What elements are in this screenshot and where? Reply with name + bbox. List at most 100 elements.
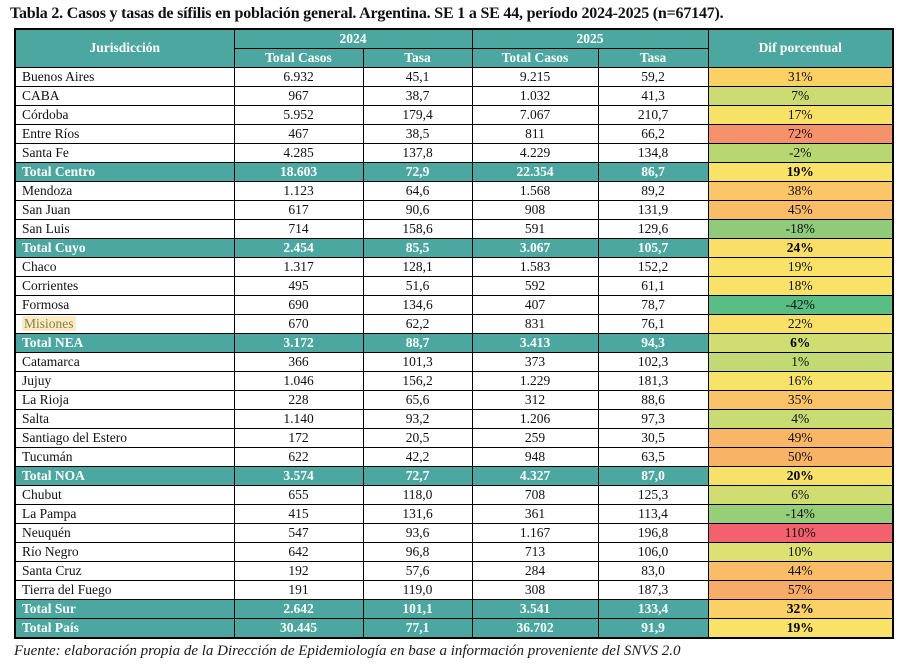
total-casos-2025-cell: 713: [471, 541, 599, 562]
search-highlight: Misiones: [22, 315, 76, 331]
jurisdiccion-cell: Chaco: [14, 256, 235, 277]
tasa-2024-cell: 85,5: [362, 237, 473, 258]
table-row: La Pampa 415 131,6 361 113,4 -14%: [14, 503, 894, 524]
tasa-2024-cell: 77,1: [362, 617, 473, 638]
jurisdiccion-cell: Total País: [14, 617, 235, 638]
tasa-2024-cell: 51,6: [362, 275, 473, 296]
dif-porcentual-cell: 44%: [707, 560, 894, 581]
tasa-2025-cell: 76,1: [597, 313, 709, 334]
col-header-tasa-2025: Tasa: [597, 47, 709, 68]
total-casos-2025-cell: 312: [471, 389, 599, 410]
jurisdiccion-cell: Salta: [14, 408, 235, 429]
dif-porcentual-cell: 17%: [707, 104, 894, 125]
dif-porcentual-cell: -2%: [707, 142, 894, 163]
total-casos-2024-cell: 495: [233, 275, 364, 296]
total-casos-2024-cell: 690: [233, 294, 364, 315]
jurisdiccion-cell: Córdoba: [14, 104, 235, 125]
jurisdiccion-cell: Santa Cruz: [14, 560, 235, 581]
header-row-groups: Jurisdicción 2024 2025 Dif porcentual: [14, 28, 894, 68]
table-row: Entre Ríos 467 38,5 811 66,2 72%: [14, 123, 894, 144]
total-casos-2025-cell: 1.206: [471, 408, 599, 429]
dif-porcentual-cell: 1%: [707, 351, 894, 372]
total-casos-2024-cell: 655: [233, 484, 364, 505]
jurisdiccion-cell: Catamarca: [14, 351, 235, 372]
table-row: San Juan 617 90,6 908 131,9 45%: [14, 199, 894, 220]
jurisdiccion-cell: Total Cuyo: [14, 237, 235, 258]
tasa-2025-cell: 102,3: [597, 351, 709, 372]
total-casos-2024-cell: 1.317: [233, 256, 364, 277]
tasa-2024-cell: 88,7: [362, 332, 473, 353]
total-casos-2024-cell: 967: [233, 85, 364, 106]
dif-porcentual-cell: 10%: [707, 541, 894, 562]
dif-porcentual-cell: 50%: [707, 446, 894, 467]
dif-porcentual-cell: 57%: [707, 579, 894, 600]
total-casos-2024-cell: 191: [233, 579, 364, 600]
total-casos-2024-cell: 3.172: [233, 332, 364, 353]
table-row: La Rioja 228 65,6 312 88,6 35%: [14, 389, 894, 410]
dif-porcentual-cell: 20%: [707, 465, 894, 486]
dif-porcentual-cell: -14%: [707, 503, 894, 524]
dif-porcentual-cell: 6%: [707, 332, 894, 353]
jurisdiccion-cell: Formosa: [14, 294, 235, 315]
sifilis-cases-table: Jurisdicción 2024 2025 Dif porcentual To…: [14, 28, 894, 639]
jurisdiccion-cell: CABA: [14, 85, 235, 106]
total-casos-2025-cell: 948: [471, 446, 599, 467]
dif-porcentual-cell: 24%: [707, 237, 894, 258]
dif-porcentual-cell: 19%: [707, 617, 894, 638]
dif-porcentual-cell: 110%: [707, 522, 894, 543]
tasa-2024-cell: 179,4: [362, 104, 473, 125]
tasa-2024-cell: 128,1: [362, 256, 473, 277]
source-note: Fuente: elaboración propia de la Direcci…: [14, 642, 681, 659]
total-casos-2024-cell: 3.574: [233, 465, 364, 486]
tasa-2024-cell: 96,8: [362, 541, 473, 562]
total-casos-2025-cell: 4.327: [471, 465, 599, 486]
total-casos-2024-cell: 18.603: [233, 161, 364, 182]
table-row: Chubut 655 118,0 708 125,3 6%: [14, 484, 894, 505]
total-casos-2025-cell: 1.583: [471, 256, 599, 277]
jurisdiccion-cell: Total NOA: [14, 465, 235, 486]
jurisdiccion-cell: Total NEA: [14, 332, 235, 353]
table-row: Chaco 1.317 128,1 1.583 152,2 19%: [14, 256, 894, 277]
table-row: Jujuy 1.046 156,2 1.229 181,3 16%: [14, 370, 894, 391]
total-casos-2025-cell: 831: [471, 313, 599, 334]
tasa-2024-cell: 93,6: [362, 522, 473, 543]
jurisdiccion-cell: La Rioja: [14, 389, 235, 410]
tasa-2025-cell: 63,5: [597, 446, 709, 467]
tasa-2025-cell: 86,7: [597, 161, 709, 182]
tasa-2025-cell: 88,6: [597, 389, 709, 410]
total-row: Total Sur 2.642 101,1 3.541 133,4 32%: [14, 598, 894, 619]
total-casos-2025-cell: 308: [471, 579, 599, 600]
total-row: Total NOA 3.574 72,7 4.327 87,0 20%: [14, 465, 894, 486]
jurisdiccion-cell: San Juan: [14, 199, 235, 220]
tasa-2024-cell: 90,6: [362, 199, 473, 220]
tasa-2024-cell: 65,6: [362, 389, 473, 410]
col-header-tasa-2024: Tasa: [362, 47, 473, 68]
tasa-2025-cell: 129,6: [597, 218, 709, 239]
dif-porcentual-cell: 22%: [707, 313, 894, 334]
total-casos-2024-cell: 4.285: [233, 142, 364, 163]
total-row: Total País 30.445 77,1 36.702 91,9 19%: [14, 617, 894, 638]
dif-porcentual-cell: 16%: [707, 370, 894, 391]
tasa-2024-cell: 131,6: [362, 503, 473, 524]
total-casos-2024-cell: 1.123: [233, 180, 364, 201]
tasa-2025-cell: 61,1: [597, 275, 709, 296]
tasa-2025-cell: 66,2: [597, 123, 709, 144]
total-casos-2024-cell: 172: [233, 427, 364, 448]
total-casos-2024-cell: 192: [233, 560, 364, 581]
table-body: Buenos Aires 6.932 45,1 9.215 59,2 31% CABA 967…: [14, 66, 894, 638]
total-casos-2024-cell: 467: [233, 123, 364, 144]
tasa-2025-cell: 59,2: [597, 66, 709, 87]
total-casos-2025-cell: 259: [471, 427, 599, 448]
total-casos-2024-cell: 2.454: [233, 237, 364, 258]
total-casos-2024-cell: 1.140: [233, 408, 364, 429]
dif-porcentual-cell: 72%: [707, 123, 894, 144]
total-casos-2025-cell: 36.702: [471, 617, 599, 638]
tasa-2025-cell: 210,7: [597, 104, 709, 125]
tasa-2024-cell: 101,3: [362, 351, 473, 372]
total-casos-2025-cell: 1.568: [471, 180, 599, 201]
total-casos-2024-cell: 622: [233, 446, 364, 467]
total-casos-2024-cell: 1.046: [233, 370, 364, 391]
total-row: Total Centro 18.603 72,9 22.354 86,7 19%: [14, 161, 894, 182]
total-casos-2025-cell: 1.032: [471, 85, 599, 106]
table-row: Santiago del Estero 172 20,5 259 30,5 49%: [14, 427, 894, 448]
